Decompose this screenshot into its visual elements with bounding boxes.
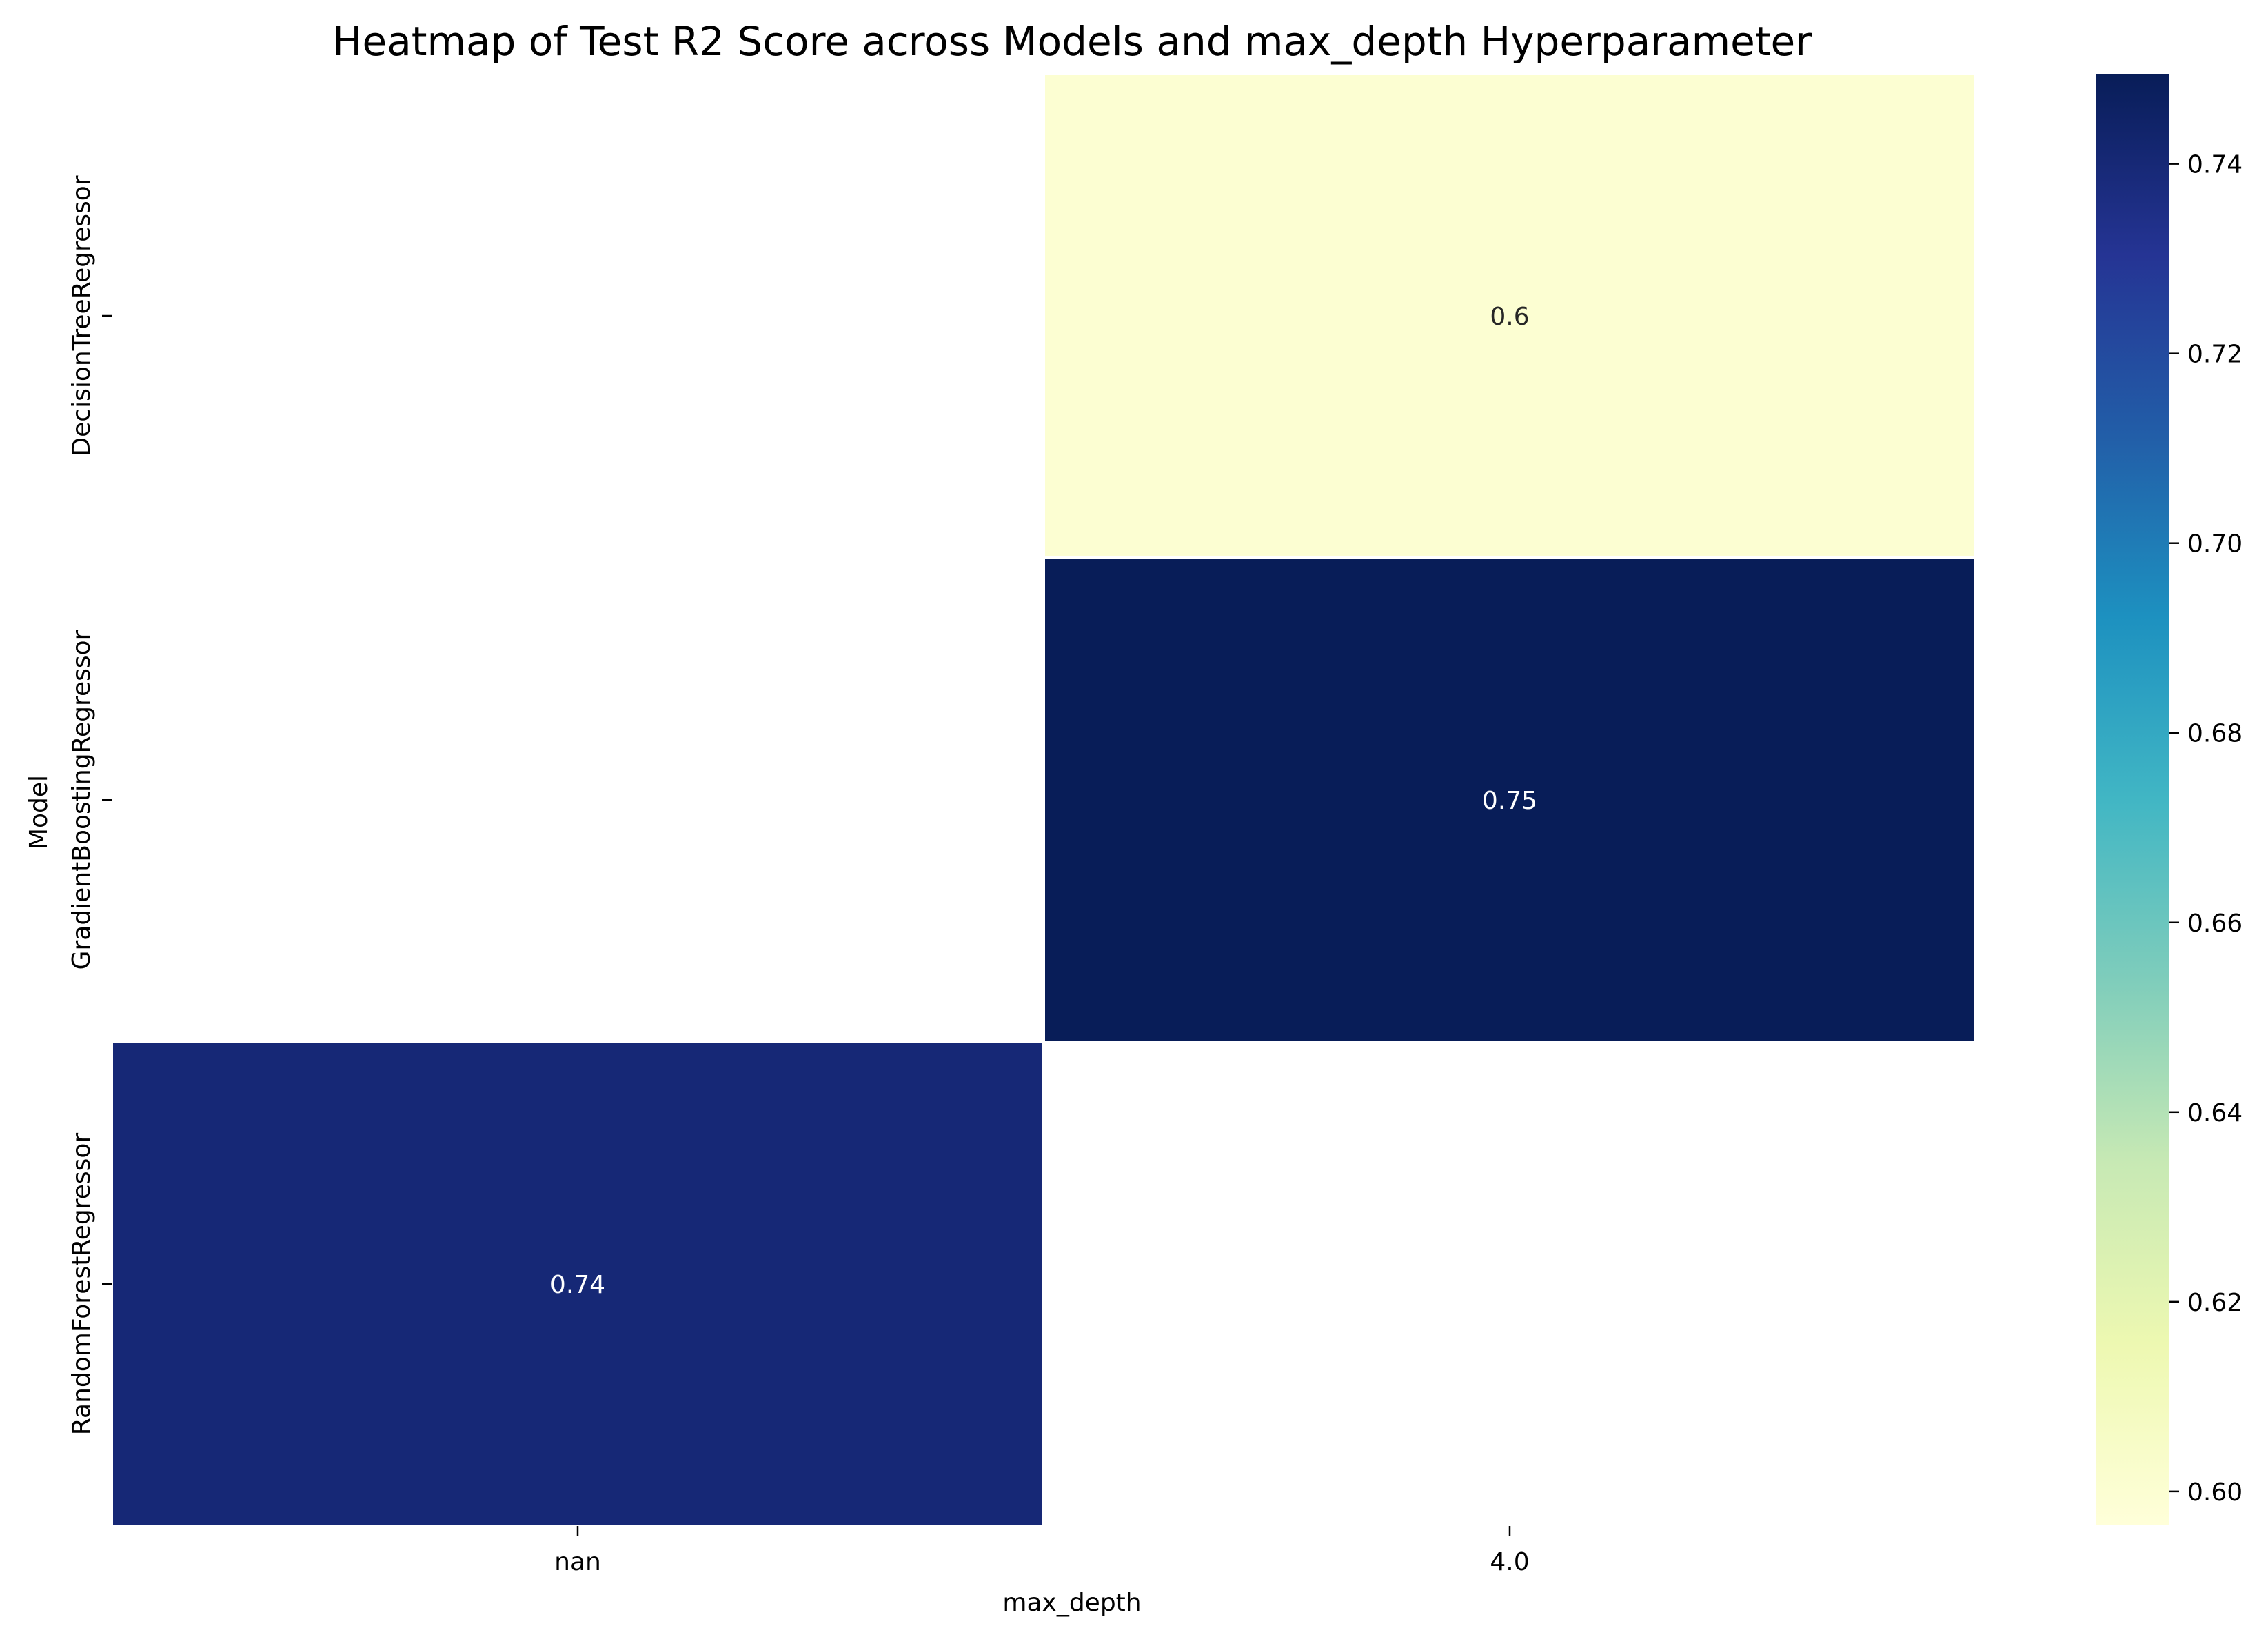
x-tick-label: nan [554,1548,601,1576]
heatmap-cell [110,1041,1045,1527]
colorbar-ticks: 0.60 0.62 0.64 0.66 0.68 0.70 0.72 0.74 [2169,151,2242,1507]
heatmap-cell [1042,72,1977,559]
chart-title: Heatmap of Test R2 Score across Models a… [332,18,1812,65]
cell-annotation: 0.74 [550,1271,605,1299]
colorbar-tick-label: 0.68 [2187,720,2242,748]
heatmap-cell [1042,556,1977,1043]
y-tick-label: GradientBoostingRegressor [68,630,96,970]
colorbar-tick-label: 0.64 [2187,1099,2242,1127]
colorbar-tick-label: 0.62 [2187,1289,2242,1317]
y-tick-label: RandomForestRegressor [68,1133,96,1436]
colorbar [2096,74,2169,1525]
colorbar-tick-label: 0.60 [2187,1478,2242,1507]
colorbar-tick-label: 0.66 [2187,910,2242,938]
y-axis-label: Model [25,775,53,850]
cell-annotation: 0.6 [1490,303,1529,331]
colorbar-tick-label: 0.74 [2187,151,2242,179]
heatmap-cells [110,72,1977,1527]
colorbar-tick-label: 0.72 [2187,341,2242,369]
x-axis-label: max_depth [1002,1589,1141,1617]
x-tick-label: 4.0 [1490,1548,1529,1576]
heatmap-cell-labels: 0.6 0.75 0.74 [550,303,1537,1299]
cell-annotation: 0.75 [1482,787,1537,815]
y-axis: DecisionTreeRegressor GradientBoostingReg… [68,175,112,1435]
colorbar-tick-label: 0.70 [2187,530,2242,559]
y-tick-label: DecisionTreeRegressor [68,175,96,456]
x-axis: nan 4.0 [554,1526,1530,1576]
